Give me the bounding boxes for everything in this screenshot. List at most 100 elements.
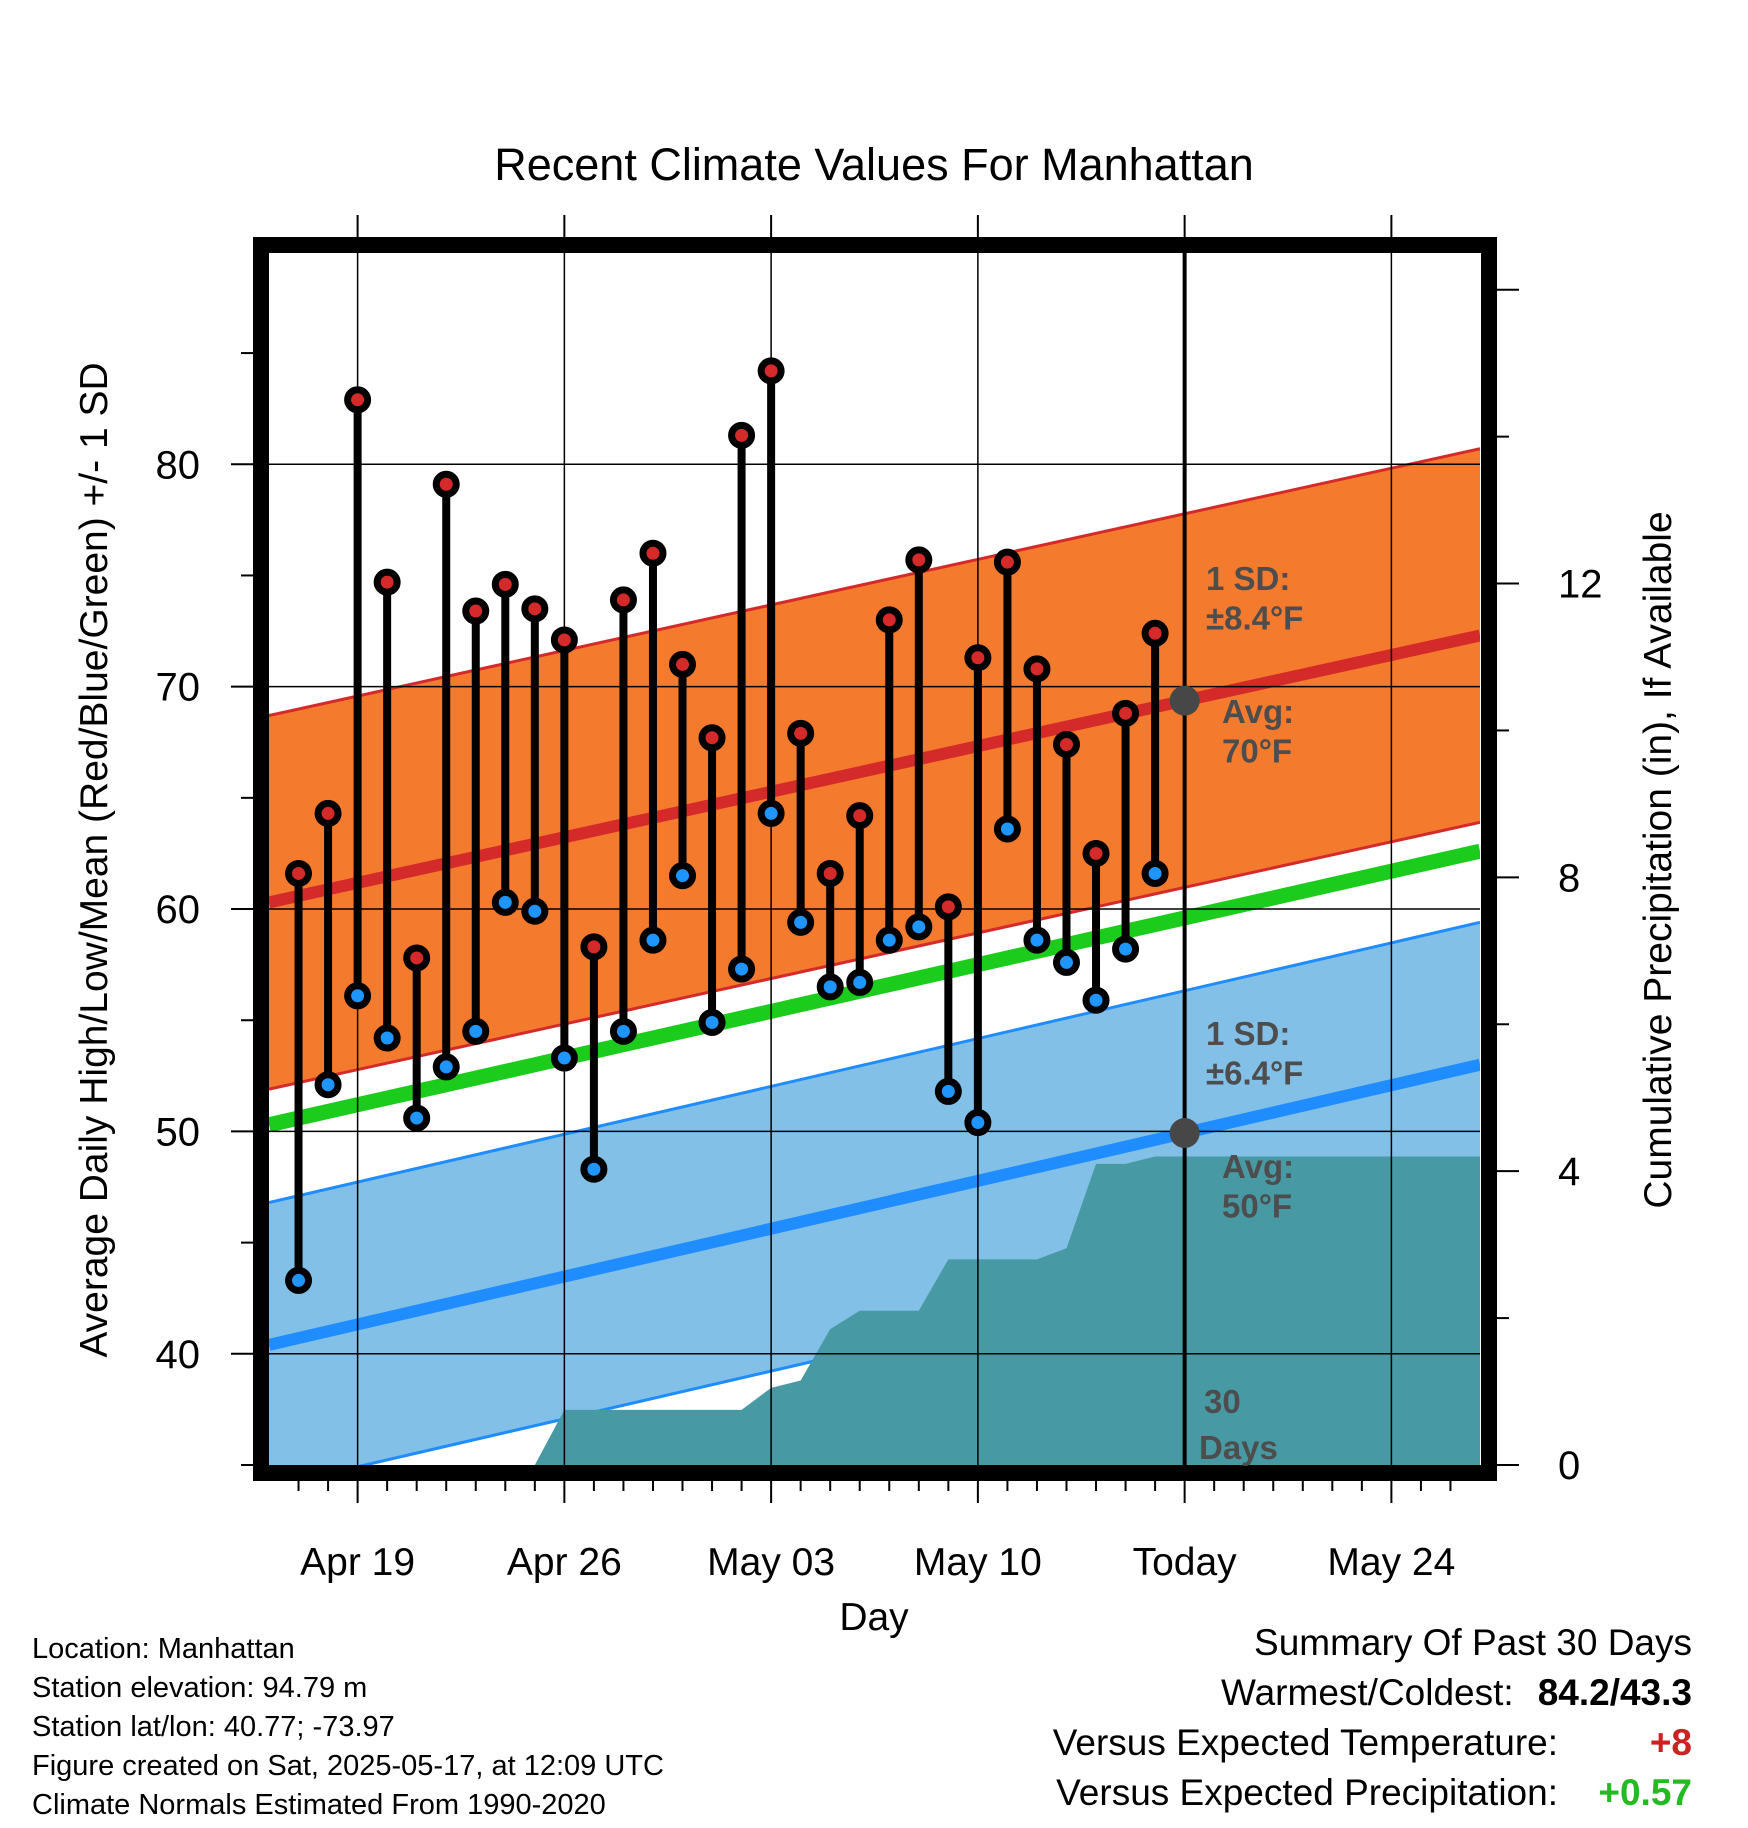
precip-departure-value: +0.57 (1598, 1772, 1692, 1813)
today-low-normal-marker (1169, 1118, 1200, 1149)
x-axis-label: Day (839, 1596, 909, 1639)
x-tick-label: May 24 (1327, 1541, 1455, 1584)
x-tick-label: May 10 (914, 1541, 1042, 1584)
y2-tick-label: 0 (1558, 1444, 1580, 1488)
high-temp-point (609, 586, 637, 614)
warmest-coldest-label: Warmest/Coldest: (1221, 1672, 1514, 1713)
low-temp-point (816, 973, 844, 1001)
high-temp-point (816, 859, 844, 887)
high-temp-point (403, 944, 431, 972)
low-temp-point (1141, 859, 1169, 887)
warmest-coldest-row: Warmest/Coldest: 84.2/43.3 (1053, 1668, 1692, 1718)
data-markers: 1 SD: ±8.4°F Avg: 70°F 1 SD: ±6.4°F Avg: 50°F 30… (285, 357, 1303, 1466)
location-line: Location: Manhattan (32, 1633, 295, 1665)
days-annotation: 30 Days (1199, 1383, 1278, 1466)
low-temp-point (639, 926, 667, 954)
summary-title: Summary Of Past 30 Days (1254, 1622, 1692, 1663)
station-info: Location: Manhattan Station elevation: 9… (32, 1630, 664, 1825)
low-temp-point (934, 1077, 962, 1105)
low-temp-point (728, 955, 756, 983)
low-temp-point (491, 888, 519, 916)
high-temp-point (669, 650, 697, 678)
plot-frame (253, 237, 1497, 1481)
low-temp-point (550, 1044, 578, 1072)
x-tick-label: Today (1133, 1541, 1238, 1584)
low-temp-point (609, 1017, 637, 1045)
low-temp-point (462, 1017, 490, 1045)
elevation-line: Station elevation: 94.79 m (32, 1672, 368, 1704)
low-temp-point (1112, 935, 1140, 963)
x-tick-label: Apr 19 (300, 1541, 415, 1584)
high-sd-lower-line (269, 820, 1480, 1091)
high-temp-point (373, 568, 401, 596)
high-temp-point (787, 719, 815, 747)
low-temp-point (846, 968, 874, 996)
high-temp-point (491, 570, 519, 598)
high-temp-point (875, 606, 903, 634)
low-temp-point (875, 926, 903, 954)
low-temp-point (403, 1104, 431, 1132)
summary-panel: Summary Of Past 30 Days Warmest/Coldest:… (1053, 1618, 1692, 1818)
low-temp-point (285, 1266, 313, 1294)
normals-line: Climate Normals Estimated From 1990-2020 (32, 1789, 606, 1821)
high-temp-point (580, 933, 608, 961)
temp-departure-label: Versus Expected Temperature: (1052, 1722, 1558, 1763)
mean-normal-line (269, 843, 1480, 1133)
y-tick-label: 70 (156, 666, 201, 710)
low-temp-point (698, 1008, 726, 1036)
y-tick-label: 60 (156, 888, 201, 932)
low-temp-point (314, 1071, 342, 1099)
high-temp-point (462, 597, 490, 625)
high-temp-point (698, 724, 726, 752)
x-tick-label: Apr 26 (507, 1541, 622, 1584)
low-temp-point (1023, 926, 1051, 954)
low-temp-point (580, 1155, 608, 1183)
low-avg-annotation: Avg: 50°F (1222, 1148, 1294, 1225)
high-temp-point (1052, 730, 1080, 758)
axes: 40 50 60 70 80 0 4 8 12 Apr 19 Apr 26 May 03 May 10 T… (156, 215, 1603, 1584)
today-high-normal-marker (1169, 685, 1200, 716)
high-sd-upper-line (269, 447, 1480, 718)
y2-tick-label: 12 (1558, 563, 1603, 607)
high-avg-annotation: Avg: 70°F (1222, 693, 1294, 770)
high-sd-annotation: 1 SD: ±8.4°F (1206, 560, 1303, 637)
high-temp-point (344, 386, 372, 414)
low-sd-upper-line (269, 920, 1480, 1205)
high-temp-point (728, 421, 756, 449)
low-temp-point (1082, 986, 1110, 1014)
low-sd-band (269, 922, 1480, 1465)
y-tick-label: 80 (156, 443, 201, 487)
high-temp-point (846, 802, 874, 830)
high-temp-point (521, 595, 549, 623)
high-temp-point (1141, 619, 1169, 647)
y2-tick-label: 4 (1558, 1150, 1580, 1194)
high-temp-point (432, 470, 460, 498)
low-temp-point (521, 897, 549, 925)
high-temp-point (905, 546, 933, 574)
latlon-line: Station lat/lon: 40.77; -73.97 (32, 1711, 395, 1743)
low-temp-point (344, 982, 372, 1010)
high-temp-point (1112, 699, 1140, 727)
high-temp-point (314, 799, 342, 827)
low-temp-point (669, 862, 697, 890)
high-temp-point (1023, 655, 1051, 683)
high-temp-point (285, 859, 313, 887)
created-line: Figure created on Sat, 2025-05-17, at 12… (32, 1750, 664, 1782)
high-temp-point (964, 644, 992, 672)
high-temp-point (639, 539, 667, 567)
low-temp-point (964, 1109, 992, 1137)
low-temp-point (432, 1053, 460, 1081)
low-temp-point (373, 1024, 401, 1052)
precip-departure-row: Versus Expected Precipitation: +0.57 (1053, 1768, 1692, 1818)
plot-area (269, 253, 1480, 1465)
low-temp-point (787, 908, 815, 936)
y2-axis-label: Cumulative Precipitation (in), If Availa… (1637, 511, 1680, 1208)
low-temp-point (757, 799, 785, 827)
high-temp-point (1082, 839, 1110, 867)
high-temp-point (550, 626, 578, 654)
low-normal-line (269, 1058, 1480, 1351)
y-tick-label: 50 (156, 1110, 201, 1154)
y-axis-label: Average Daily High/Low/Mean (Red/Blue/Gr… (73, 362, 116, 1357)
temp-departure-row: Versus Expected Temperature: +8 (1053, 1718, 1692, 1768)
